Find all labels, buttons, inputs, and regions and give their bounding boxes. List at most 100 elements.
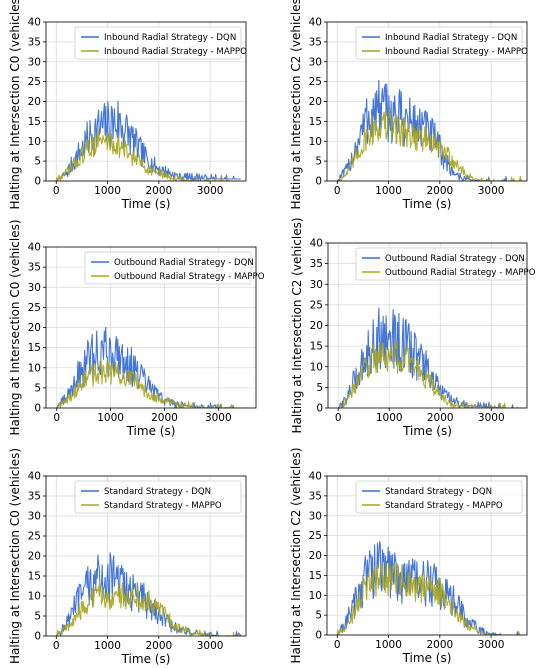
x-tick-label: 3000 xyxy=(478,185,505,197)
y-tick-label: 25 xyxy=(310,299,323,311)
x-tick-label: 1000 xyxy=(376,412,403,424)
y-tick-label: 35 xyxy=(28,36,41,48)
y-tick-label: 35 xyxy=(28,491,41,503)
legend-label-mappo: Inbound Radial Strategy - MAPPO xyxy=(104,47,247,57)
y-tick-label: 15 xyxy=(310,341,323,353)
legend-label-mappo: Outbound Radial Strategy - MAPPO xyxy=(385,268,536,278)
series-lines xyxy=(336,540,523,635)
chart-panel-5: 0 5 10 15 20 25 30 35 40 0 1000 2000 3000 Time (s) Hal… xyxy=(8,448,247,666)
y-tick-label: 20 xyxy=(309,96,322,108)
y-tick-label: 10 xyxy=(28,362,41,374)
y-tick-label: 5 xyxy=(315,156,322,168)
tick-labels: 0 5 10 15 20 25 30 35 40 0 1000 2000 3000 xyxy=(28,17,224,198)
y-tick-label: 25 xyxy=(28,302,41,314)
x-tick-label: 1000 xyxy=(94,185,121,197)
tick-labels: 0 5 10 15 20 25 30 35 40 0 1000 2000 3000 xyxy=(309,471,505,652)
legend-label-mappo: Standard Strategy - MAPPO xyxy=(385,501,503,511)
x-tick-label: 0 xyxy=(334,639,341,651)
y-tick-label: 15 xyxy=(309,570,322,582)
series-line-mappo xyxy=(55,582,241,636)
legend-box xyxy=(84,251,252,285)
x-tick-label: 1000 xyxy=(375,639,402,651)
legend: Outbound Radial Strategy - DQN Outbound R… xyxy=(84,251,265,285)
x-axis-label: Time (s) xyxy=(121,197,171,211)
x-tick-label: 2000 xyxy=(427,412,454,424)
y-tick-label: 20 xyxy=(28,322,41,334)
x-tick-label: 0 xyxy=(335,412,342,424)
y-tick-label: 40 xyxy=(309,471,322,483)
series-line-mappo xyxy=(336,561,523,635)
y-tick-label: 15 xyxy=(28,342,41,354)
chart-panel-4: 0 5 10 15 20 25 30 35 40 0 1000 2000 3000 Time (s) Hal… xyxy=(290,217,536,438)
y-tick-label: 0 xyxy=(315,630,322,642)
y-tick-label: 0 xyxy=(316,403,323,415)
series-line-dqn xyxy=(56,326,251,408)
x-tick-label: 1000 xyxy=(94,640,121,652)
y-tick-label: 35 xyxy=(309,490,322,502)
x-tick-label: 0 xyxy=(53,412,60,424)
x-tick-label: 0 xyxy=(334,185,341,197)
legend-box xyxy=(355,26,523,60)
series-lines xyxy=(336,79,523,181)
y-tick-label: 25 xyxy=(309,76,322,88)
y-axis-label: Halting at Intersection C0 (vehicles) xyxy=(8,448,22,664)
y-tick-label: 30 xyxy=(310,279,323,291)
y-axis-label: Halting at Intersection C0 (vehicles) xyxy=(8,0,22,210)
x-tick-label: 3000 xyxy=(197,185,224,197)
legend-label-mappo: Outbound Radial Strategy - MAPPO xyxy=(114,272,265,282)
x-tick-label: 3000 xyxy=(205,412,232,424)
y-axis-label: Halting at Intersection C0 (vehicles) xyxy=(8,219,22,435)
legend: Inbound Radial Strategy - DQN Inbound Rad… xyxy=(74,26,247,60)
x-tick-label: 2000 xyxy=(426,639,453,651)
tick-labels: 0 5 10 15 20 25 30 35 40 0 1000 2000 3000 xyxy=(28,471,224,653)
y-tick-label: 5 xyxy=(34,382,41,394)
series-line-mappo xyxy=(336,108,523,181)
legend-box xyxy=(355,247,523,281)
x-tick-label: 0 xyxy=(53,640,60,652)
y-tick-label: 20 xyxy=(309,550,322,562)
y-tick-label: 30 xyxy=(28,511,41,523)
y-tick-label: 40 xyxy=(28,17,41,29)
y-tick-label: 30 xyxy=(28,56,41,68)
y-tick-label: 35 xyxy=(28,262,41,274)
legend-box xyxy=(74,480,242,514)
y-tick-label: 40 xyxy=(28,471,41,483)
legend: Standard Strategy - DQN Standard Strategy… xyxy=(74,480,242,514)
legend-label-mappo: Standard Strategy - MAPPO xyxy=(104,501,222,511)
y-tick-label: 5 xyxy=(34,156,41,168)
y-axis-label: Halting at Intersection C2 (vehicles) xyxy=(289,0,303,210)
y-tick-label: 25 xyxy=(28,76,41,88)
x-axis-label: Time (s) xyxy=(402,651,452,665)
series-line-mappo xyxy=(338,340,522,408)
y-tick-label: 40 xyxy=(28,242,41,254)
tick-labels: 0 5 10 15 20 25 30 35 40 0 1000 2000 3000 xyxy=(309,17,505,198)
y-tick-label: 5 xyxy=(316,382,323,394)
x-tick-label: 0 xyxy=(53,185,60,197)
y-tick-label: 10 xyxy=(309,136,322,148)
y-tick-label: 0 xyxy=(34,403,41,415)
series-lines xyxy=(56,326,251,408)
y-tick-label: 20 xyxy=(28,96,41,108)
y-tick-label: 15 xyxy=(28,571,41,583)
series-lines xyxy=(55,100,241,181)
y-tick-label: 5 xyxy=(315,610,322,622)
legend-label-mappo: Inbound Radial Strategy - MAPPO xyxy=(385,47,528,57)
legend: Outbound Radial Strategy - DQN Outbound R… xyxy=(355,247,536,281)
legend-box xyxy=(74,26,242,60)
legend: Standard Strategy - DQN Standard Strategy… xyxy=(355,480,523,514)
y-tick-label: 30 xyxy=(28,282,41,294)
y-tick-label: 30 xyxy=(309,510,322,522)
y-tick-label: 35 xyxy=(309,36,322,48)
y-tick-label: 40 xyxy=(309,17,322,29)
x-axis-label: Time (s) xyxy=(121,652,171,666)
y-tick-label: 20 xyxy=(28,551,41,563)
y-tick-label: 10 xyxy=(310,361,323,373)
series-line-mappo xyxy=(55,129,241,181)
y-tick-label: 10 xyxy=(28,136,41,148)
chart-panel-6: 0 5 10 15 20 25 30 35 40 0 1000 2000 3000 Time (s) Hal… xyxy=(289,447,528,665)
x-tick-label: 1000 xyxy=(375,185,402,197)
y-tick-label: 25 xyxy=(309,530,322,542)
x-tick-label: 2000 xyxy=(151,412,178,424)
y-tick-label: 15 xyxy=(28,116,41,128)
